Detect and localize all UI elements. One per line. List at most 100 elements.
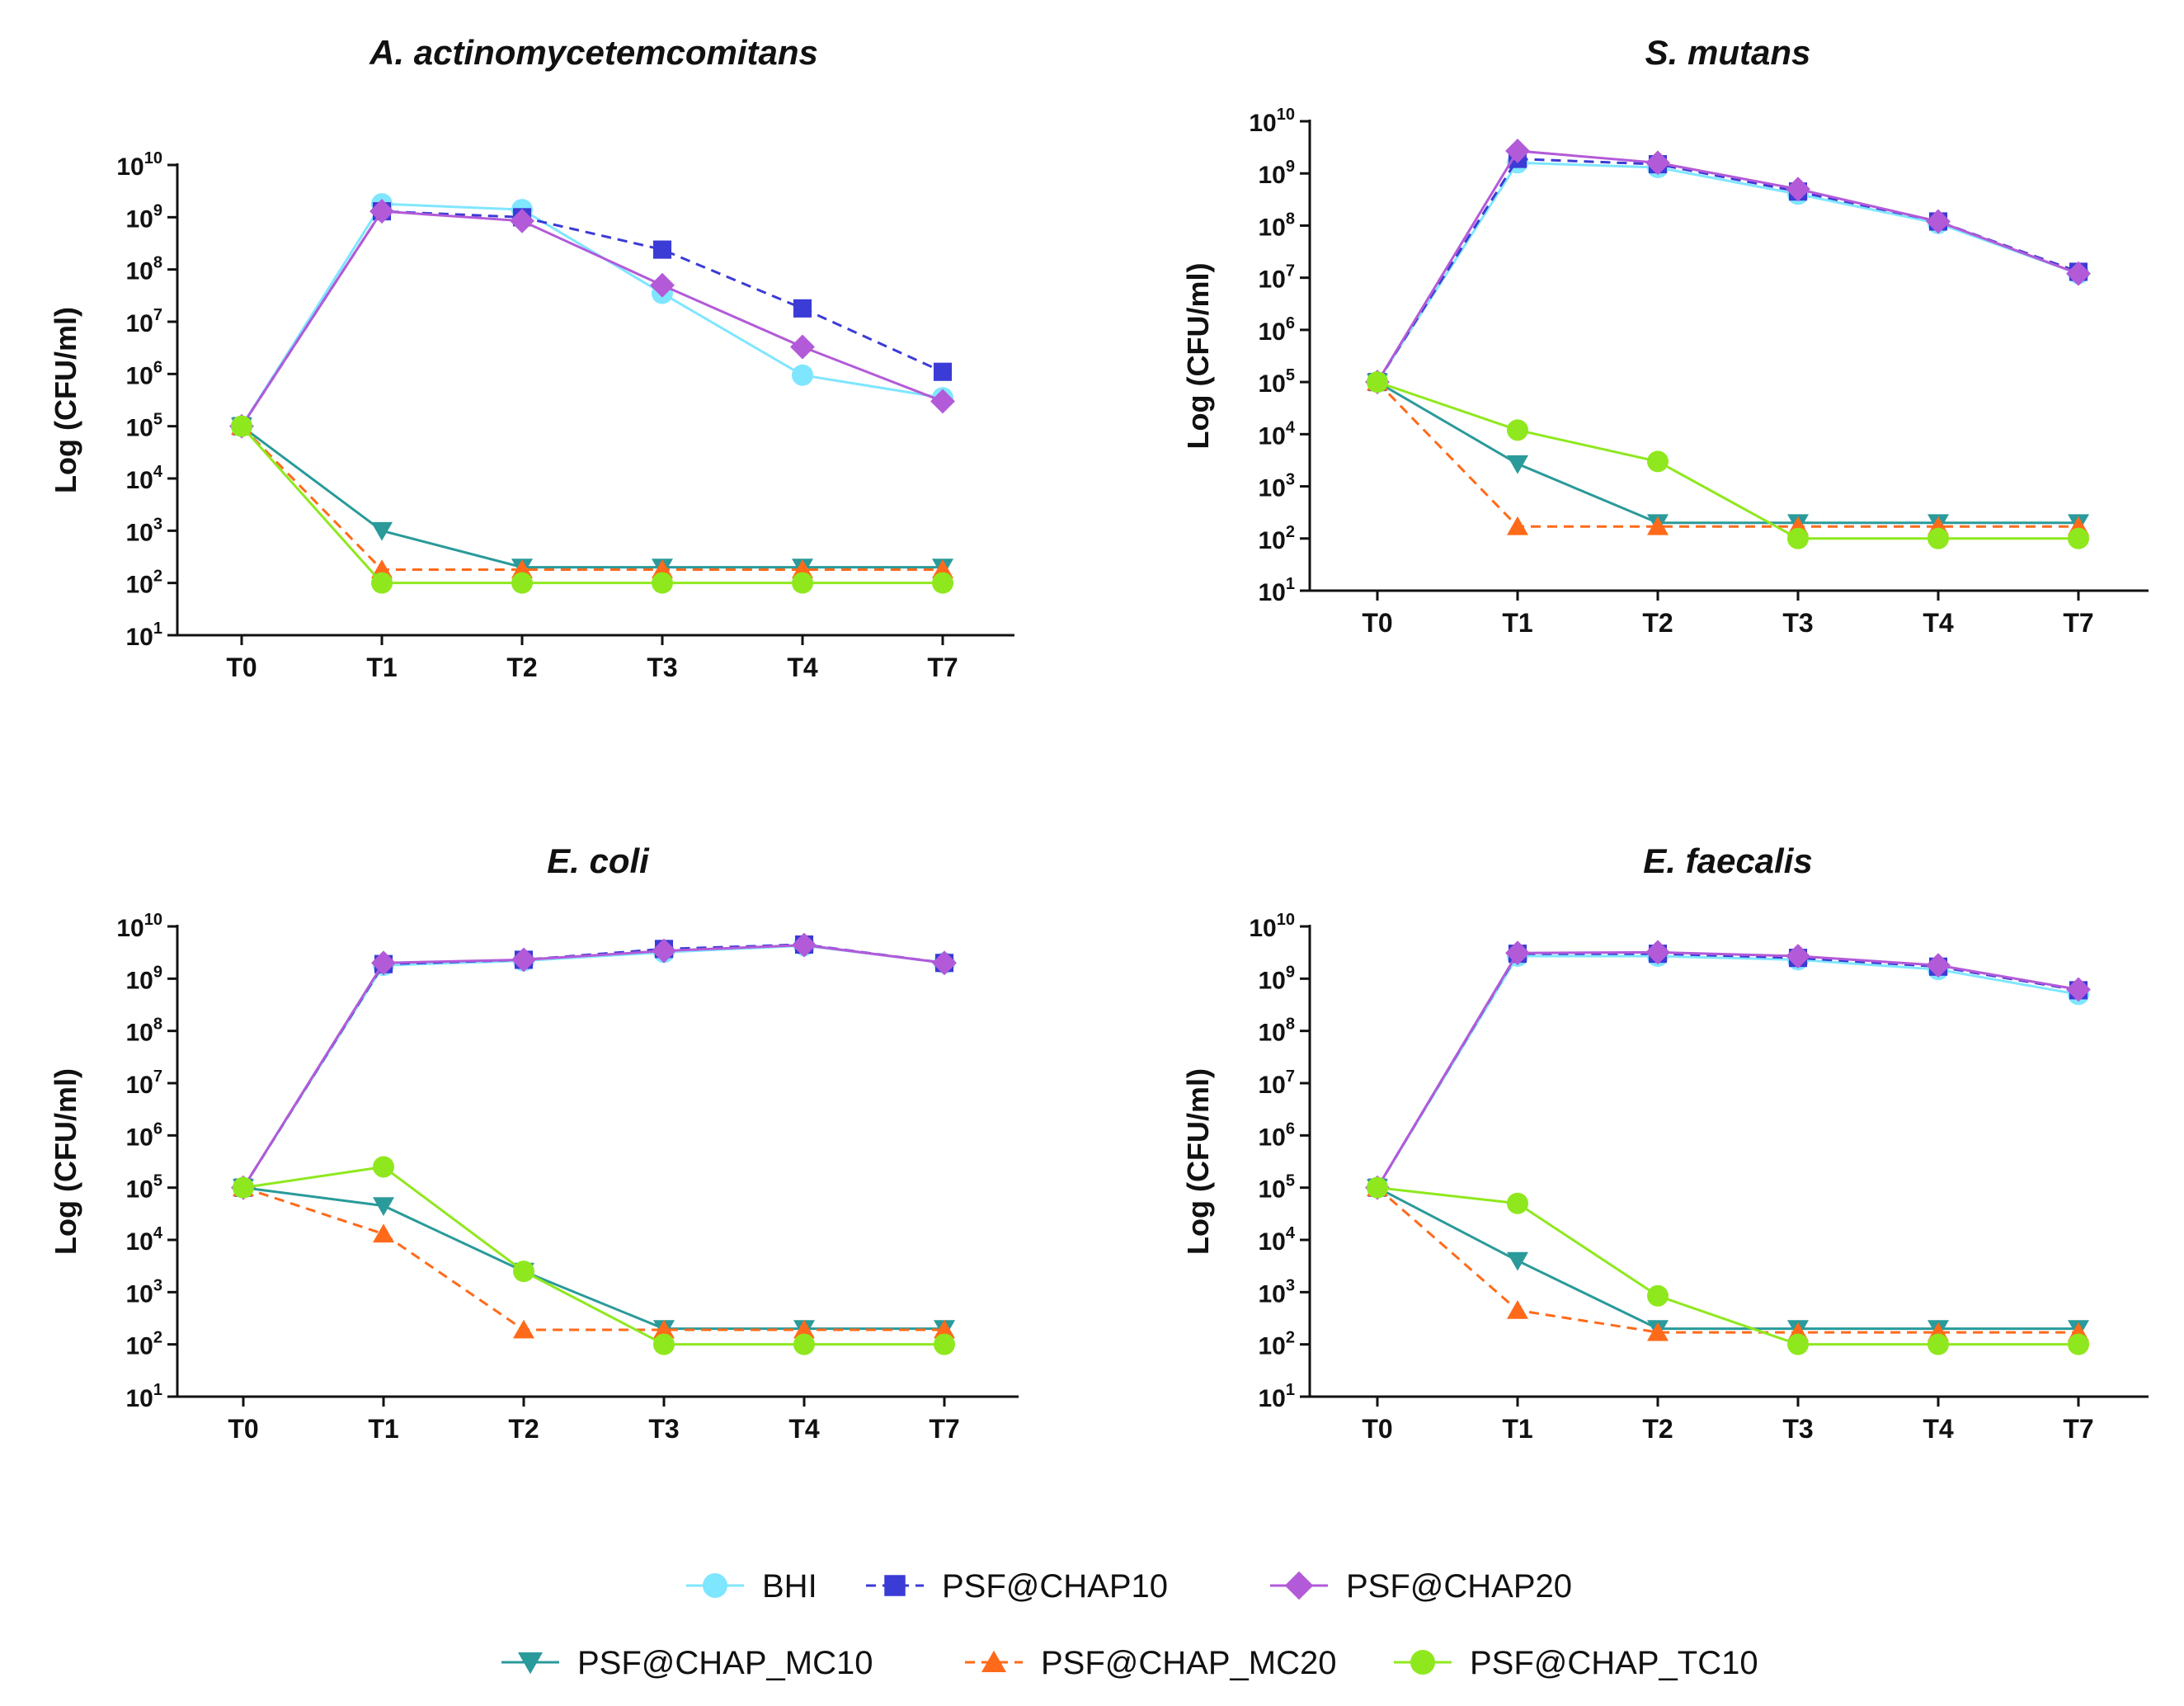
y-tick-label: 102 — [126, 568, 163, 599]
data-point — [792, 572, 813, 594]
data-point — [652, 572, 673, 594]
y-tick-label: 104 — [1259, 1224, 1296, 1256]
data-point — [1927, 1333, 1949, 1355]
series-line — [240, 425, 943, 571]
chart-s-mutans: S. mutans Log (CFU/ml) 101 102 103 104 105 106 1… — [1181, 33, 2149, 638]
data-point — [793, 1333, 815, 1355]
y-tick-label: 104 — [126, 1224, 163, 1256]
x-tick-label: T0 — [1362, 1414, 1392, 1444]
legend-label: PSF@CHAP_TC10 — [1470, 1645, 1758, 1681]
y-axis-label: Log (CFU/ml) — [1181, 263, 1215, 450]
series-line — [242, 943, 945, 1189]
data-point — [652, 559, 673, 578]
y-tick-label: 105 — [1259, 1172, 1296, 1204]
series-psf-chap-mc20 — [1367, 371, 2089, 535]
data-point — [790, 334, 815, 360]
series-psf-chap-tc10 — [1367, 1176, 2089, 1355]
series-line — [242, 944, 945, 1189]
y-tick-label: 104 — [126, 463, 163, 494]
x-tick-label: T4 — [788, 1414, 820, 1444]
x-tick-label: T1 — [366, 653, 397, 682]
data-point — [231, 415, 252, 437]
series-psf-chap10 — [1367, 149, 2088, 392]
series-psf-chap-mc20 — [1367, 1177, 2089, 1341]
legend-marker — [884, 1575, 906, 1596]
data-point — [1926, 953, 1951, 978]
y-tick-label: 101 — [126, 1381, 163, 1412]
series-line — [1376, 149, 2079, 383]
x-tick-label: T7 — [927, 653, 958, 682]
y-tick-label: 107 — [126, 306, 163, 337]
y-tick-label: 105 — [126, 411, 163, 442]
data-point — [371, 950, 396, 976]
series-psf-chap20 — [1365, 139, 2091, 395]
y-tick-label: 102 — [1259, 523, 1296, 554]
series-line — [242, 944, 945, 1189]
series-psf-chap10 — [233, 935, 954, 1197]
y-tick-label: 102 — [126, 1329, 163, 1360]
data-point — [2066, 977, 2091, 1002]
series-line — [1376, 950, 2079, 1189]
data-point — [2068, 1333, 2089, 1355]
data-point — [373, 1197, 394, 1216]
data-point — [510, 208, 534, 233]
chart-a-actinomycetemcomitans: A. actinomycetemcomitans Log (CFU/ml) 101 1… — [49, 33, 1014, 682]
chart-e-coli: E. coli Log (CFU/ml) 101 102 103 104 105 106 107… — [49, 841, 1019, 1444]
y-tick-label: 101 — [1259, 1381, 1296, 1412]
legend-item: PSF@CHAP20 — [1270, 1568, 1572, 1605]
data-point — [650, 272, 675, 298]
chart-title: E. faecalis — [1643, 841, 1812, 880]
data-point — [373, 1156, 394, 1178]
y-axis-label: Log (CFU/ml) — [49, 1068, 82, 1255]
y-tick-label: 103 — [126, 1276, 163, 1308]
legend-item: PSF@CHAP_MC20 — [965, 1645, 1336, 1681]
data-point — [1645, 940, 1670, 965]
data-point — [1927, 527, 1949, 549]
series-line — [1376, 954, 2079, 1189]
y-tick-label: 107 — [1259, 1067, 1296, 1099]
x-tick-label: T0 — [1362, 608, 1392, 638]
data-point — [1645, 150, 1670, 176]
y-tick-label: 1010 — [116, 911, 162, 942]
series-psf-chap-mc20 — [233, 1177, 955, 1339]
series-psf-chap10 — [232, 202, 953, 436]
data-point — [373, 1223, 394, 1243]
data-point — [511, 559, 533, 578]
data-point — [2066, 261, 2091, 286]
data-point — [793, 1319, 815, 1339]
series-psf-chap20 — [231, 932, 957, 1200]
series-line — [240, 425, 943, 585]
series-line — [1377, 380, 2078, 525]
data-point — [1507, 1299, 1528, 1319]
data-point — [932, 559, 953, 578]
data-point — [793, 299, 812, 318]
data-point — [1367, 371, 1388, 394]
x-tick-label: T1 — [368, 1414, 398, 1444]
data-point — [653, 1319, 675, 1339]
y-tick-label: 108 — [126, 254, 163, 285]
chart-title: A. actinomycetemcomitans — [369, 33, 818, 72]
x-tick-label: T0 — [228, 1414, 258, 1444]
series-psf-chap-mc10 — [1367, 373, 2089, 534]
data-point — [1647, 516, 1669, 535]
y-axis-label: Log (CFU/ml) — [49, 307, 82, 493]
data-point — [511, 947, 536, 973]
y-tick-label: 101 — [126, 620, 163, 651]
y-tick-label: 106 — [126, 1119, 163, 1151]
y-tick-label: 106 — [126, 358, 163, 389]
y-tick-label: 109 — [1259, 158, 1296, 189]
series-line — [1377, 1186, 2078, 1346]
series-psf-chap-mc10 — [231, 417, 953, 577]
legend-item: PSF@CHAP_TC10 — [1394, 1645, 1758, 1681]
y-tick-label: 1010 — [1249, 106, 1295, 137]
x-tick-label: T7 — [2063, 608, 2093, 638]
series-psf-chap-mc10 — [1367, 1179, 2089, 1339]
series-line — [1377, 1186, 2078, 1334]
data-point — [1926, 209, 1951, 234]
y-tick-label: 109 — [126, 201, 163, 233]
data-point — [513, 1261, 534, 1283]
series-line — [240, 210, 944, 427]
x-tick-label: T3 — [648, 1414, 679, 1444]
data-point — [1367, 1176, 1388, 1199]
